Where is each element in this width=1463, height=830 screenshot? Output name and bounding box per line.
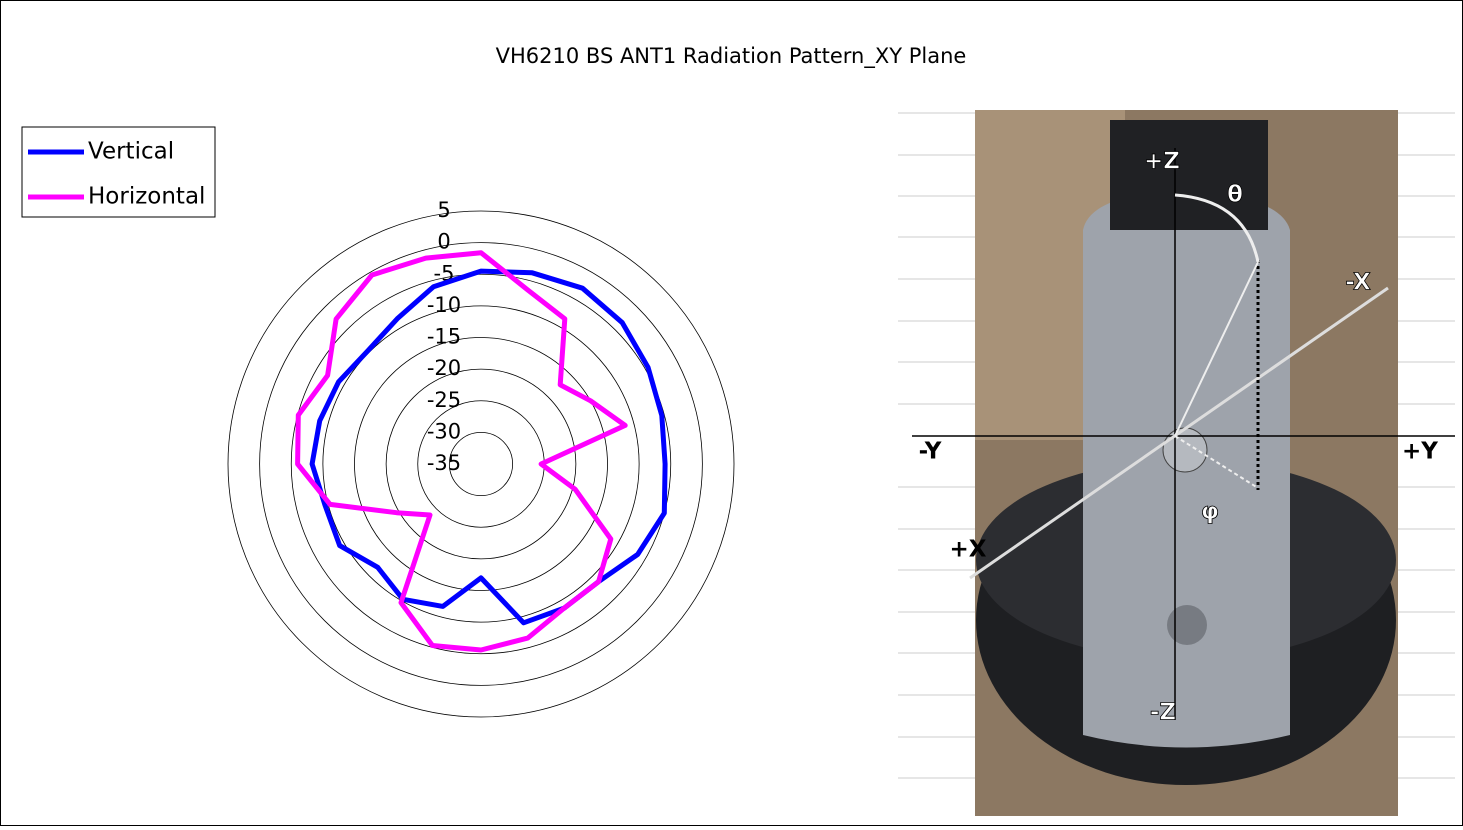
legend-label: Horizontal bbox=[88, 184, 205, 210]
r-tick-label: -30 bbox=[427, 419, 461, 443]
r-tick-label: -20 bbox=[427, 356, 461, 380]
page: VH6210 BS ANT1 Radiation Pattern_XY Plan… bbox=[0, 0, 1463, 830]
r-tick-label: -10 bbox=[427, 293, 461, 317]
photo-label: +X bbox=[949, 537, 986, 563]
cradle bbox=[1110, 120, 1268, 230]
r-tick-label: -35 bbox=[427, 451, 461, 475]
chart: VH6210 BS ANT1 Radiation Pattern_XY Plan… bbox=[0, 0, 1463, 826]
photo-label: φ bbox=[1201, 499, 1219, 525]
photo-label: +Y bbox=[1402, 439, 1438, 465]
legend-label: Vertical bbox=[88, 139, 174, 165]
r-tick-label: -15 bbox=[427, 325, 461, 349]
r-tick-label: 5 bbox=[437, 198, 450, 222]
photo bbox=[898, 110, 1455, 816]
button bbox=[1167, 605, 1207, 645]
pair-button bbox=[1163, 428, 1207, 472]
photo-label: -Y bbox=[919, 439, 942, 465]
chart-title: VH6210 BS ANT1 Radiation Pattern_XY Plan… bbox=[496, 44, 967, 69]
photo-label: -X bbox=[1345, 270, 1371, 296]
photo-label: θ bbox=[1227, 182, 1243, 208]
r-tick-label: 0 bbox=[437, 230, 450, 254]
photo-label: -Z bbox=[1150, 700, 1176, 726]
r-tick-label: -25 bbox=[427, 388, 461, 412]
photo-label: +Z bbox=[1144, 149, 1180, 175]
